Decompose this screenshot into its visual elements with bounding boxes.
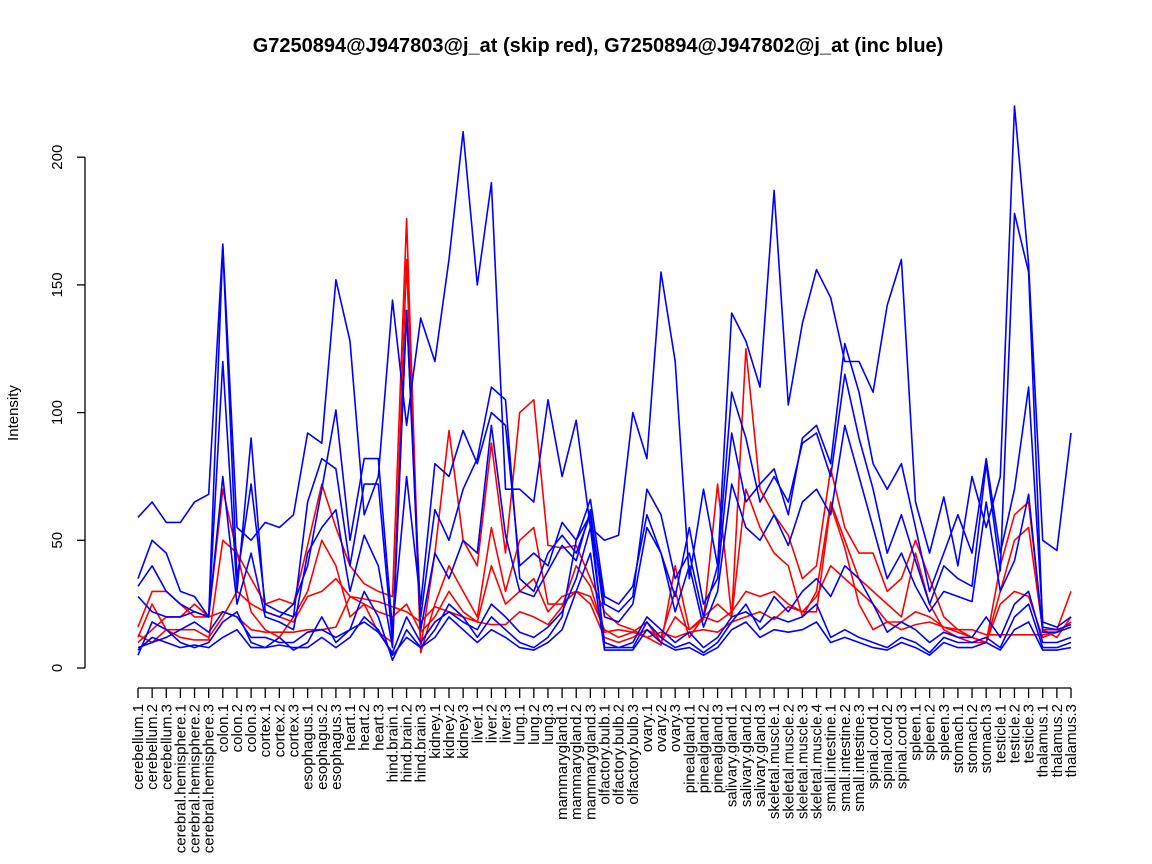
- y-tick-label: 100: [49, 400, 66, 425]
- x-tick-label: skeletal.muscle.2: [780, 704, 797, 819]
- x-tick-label: olfactory.bulb.1: [597, 704, 614, 805]
- x-tick-label: colon.3: [243, 704, 260, 752]
- x-tick-label: esophagus.1: [300, 704, 317, 790]
- y-tick-label: 50: [49, 532, 66, 549]
- x-tick-label: esophagus.2: [314, 704, 331, 790]
- x-tick-label: salivary.gland.2: [738, 704, 755, 807]
- series-line-inc: [137, 105, 1072, 580]
- x-tick-label: lung.3: [540, 704, 557, 745]
- x-tick-label: cerebral.hemisphere.2: [187, 704, 204, 853]
- x-tick-label: hind.brain.3: [413, 704, 430, 782]
- x-tick-label: spinal.cord.1: [865, 704, 882, 789]
- series-line-inc: [137, 552, 1072, 657]
- x-tick-label: heart.1: [342, 704, 359, 751]
- x-tick-label: ovary.1: [639, 704, 656, 752]
- x-tick-label: skeletal.muscle.1: [766, 704, 783, 819]
- x-tick-label: thalamus.2: [1049, 704, 1066, 777]
- x-tick-label: esophagus.3: [328, 704, 345, 790]
- x-tick-label: cortex.1: [257, 704, 274, 757]
- x-tick-label: spleen.2: [922, 704, 939, 761]
- x-tick-label: spinal.cord.3: [893, 704, 910, 789]
- x-tick-label: kidney.3: [455, 704, 472, 759]
- x-tick-label: hind.brain.2: [399, 704, 416, 782]
- x-tick-label: salivary.gland.1: [724, 704, 741, 807]
- x-tick-label: stomach.3: [978, 704, 995, 773]
- x-tick-label: liver.3: [498, 704, 515, 743]
- x-tick-label: thalamus.1: [1035, 704, 1052, 777]
- x-tick-label: spleen.3: [936, 704, 953, 761]
- x-tick-label: lung.1: [512, 704, 529, 745]
- x-tick-label: olfactory.bulb.3: [625, 704, 642, 805]
- x-tick-label: hind.brain.1: [384, 704, 401, 782]
- x-tick-label: cerebellum.3: [158, 704, 175, 790]
- x-tick-label: liver.1: [469, 704, 486, 743]
- series-line-skip: [137, 217, 1072, 649]
- x-tick-label: salivary.gland.3: [752, 704, 769, 807]
- y-tick-label: 150: [49, 272, 66, 297]
- x-tick-label: cortex.3: [286, 704, 303, 757]
- y-axis-label: Intensity: [5, 385, 22, 441]
- y-axis: 0 50 100 150 200: [49, 145, 86, 672]
- x-tick-label: small.intestine.3: [851, 704, 868, 812]
- x-tick-label: heart.2: [356, 704, 373, 751]
- x-tick-label: cortex.2: [271, 704, 288, 757]
- x-tick-label: skeletal.muscle.3: [794, 704, 811, 819]
- x-tick-label: testicle.3: [1021, 704, 1038, 763]
- x-tick-label: cerebellum.2: [144, 704, 161, 790]
- x-tick-label: kidney.1: [427, 704, 444, 759]
- x-tick-label: lung.2: [526, 704, 543, 745]
- x-tick-label: ovary.2: [653, 704, 670, 752]
- x-tick-label: heart.3: [370, 704, 387, 751]
- x-tick-label: testicle.1: [992, 704, 1009, 763]
- x-tick-label: stomach.1: [950, 704, 967, 773]
- x-tick-label: cerebral.hemisphere.3: [201, 704, 218, 853]
- x-tick-label: skeletal.muscle.4: [809, 704, 826, 819]
- series-line-skip: [137, 503, 1072, 639]
- x-tick-label: thalamus.3: [1063, 704, 1080, 777]
- x-tick-label: cerebral.hemisphere.1: [172, 704, 189, 853]
- y-tick-label: 200: [49, 145, 66, 170]
- x-axis: cerebellum.1cerebellum.2cerebellum.3cere…: [130, 687, 1080, 853]
- x-tick-label: colon.2: [229, 704, 246, 752]
- x-tick-label: mammarygland.3: [582, 704, 599, 820]
- x-tick-label: colon.1: [215, 704, 232, 752]
- series-layer: [137, 105, 1072, 662]
- x-tick-label: mammarygland.1: [554, 704, 571, 820]
- x-tick-label: kidney.2: [441, 704, 458, 759]
- x-tick-label: spleen.1: [908, 704, 925, 761]
- x-tick-label: small.intestine.2: [837, 704, 854, 812]
- x-tick-label: ovary.3: [667, 704, 684, 752]
- series-line-inc: [137, 212, 1072, 644]
- x-tick-label: liver.2: [483, 704, 500, 743]
- x-tick-label: small.intestine.1: [823, 704, 840, 812]
- x-tick-label: spinal.cord.2: [879, 704, 896, 789]
- series-line-inc: [137, 342, 1072, 631]
- x-tick-label: pinealgland.1: [681, 704, 698, 793]
- x-tick-label: testicle.2: [1006, 704, 1023, 763]
- x-tick-label: pinealgland.2: [695, 704, 712, 793]
- x-tick-label: cerebellum.1: [130, 704, 147, 790]
- series-line-inc: [137, 309, 1072, 649]
- x-tick-label: mammarygland.2: [568, 704, 585, 820]
- x-tick-label: pinealgland.3: [710, 704, 727, 793]
- x-tick-label: stomach.2: [964, 704, 981, 773]
- chart-title: G7250894@J947803@j_at (skip red), G72508…: [253, 35, 944, 57]
- x-tick-label: olfactory.bulb.2: [611, 704, 628, 805]
- y-tick-label: 0: [49, 664, 66, 672]
